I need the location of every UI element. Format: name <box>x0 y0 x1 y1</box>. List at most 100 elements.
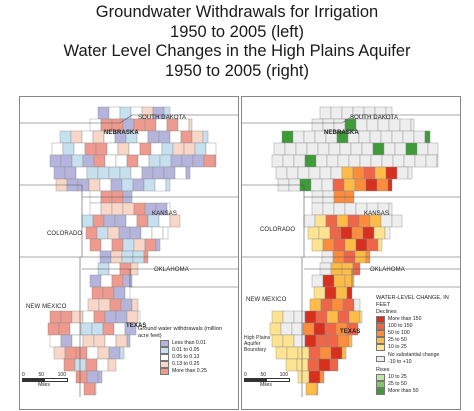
map-cell <box>111 202 124 216</box>
map-cell <box>161 142 174 156</box>
legend-item: More than 50 <box>376 388 458 395</box>
map-cell <box>119 346 125 360</box>
map-cell <box>214 154 217 168</box>
map-cell <box>362 226 375 240</box>
legend-rises-label: Rises <box>376 367 390 373</box>
map-cell <box>124 322 137 336</box>
map-cell <box>60 154 73 168</box>
map-cell <box>322 238 335 252</box>
legend-label: 0.05 to 0.13 <box>172 354 200 360</box>
map-cell <box>341 166 354 180</box>
map-cell <box>111 238 124 252</box>
map-cell <box>91 322 104 336</box>
scale-unit: Miles <box>38 382 50 388</box>
map-cell <box>311 238 324 252</box>
map-cell <box>63 358 76 372</box>
map-cell <box>172 142 185 156</box>
scale-bar: 0 50 100 Miles <box>22 372 68 388</box>
map-cell <box>311 274 324 288</box>
map-cell <box>381 154 394 168</box>
scale-ticks: 0 50 100 <box>244 372 288 378</box>
state-border-line <box>20 184 238 198</box>
label-texas: TEXAS <box>126 323 147 329</box>
map-cell <box>126 310 139 324</box>
state-border-line <box>242 184 460 198</box>
map-cell <box>314 214 327 228</box>
map-cell <box>273 142 286 156</box>
scale-unit: Miles <box>260 382 272 388</box>
map-cell <box>75 346 88 360</box>
map-cell <box>346 322 359 336</box>
map-cell <box>363 166 376 180</box>
map-cell <box>310 178 323 192</box>
map-cell <box>296 358 309 372</box>
map-cell <box>194 142 207 156</box>
withdrawals-map-graphic <box>20 106 238 397</box>
map-cell <box>154 178 167 192</box>
state-borders <box>242 114 460 397</box>
map-cell <box>132 178 145 192</box>
map-cell <box>317 142 330 156</box>
map-cell <box>318 358 331 372</box>
map-cell <box>92 130 105 144</box>
map-cell <box>93 154 106 168</box>
map-cell <box>83 382 96 396</box>
map-cell <box>89 274 102 288</box>
map-cell <box>108 346 121 360</box>
label-south-dakota: SOUTH DAKOTA <box>350 115 399 121</box>
legend-swatch <box>160 368 169 375</box>
map-cell <box>321 178 334 192</box>
map-cell <box>129 226 142 240</box>
map-cell <box>352 166 365 180</box>
map-cell <box>307 226 320 240</box>
map-cell <box>139 142 152 156</box>
map-cell <box>391 214 403 228</box>
map-cell <box>286 166 299 180</box>
map-cell <box>335 286 348 300</box>
state-border-line <box>242 114 460 124</box>
map-cell <box>326 154 339 168</box>
map-cell <box>82 154 95 168</box>
map-cell <box>183 142 196 156</box>
map-cell <box>49 310 62 324</box>
map-cell <box>315 334 328 348</box>
map-cell <box>308 166 321 180</box>
map-cell <box>89 238 102 252</box>
map-cell <box>147 130 160 144</box>
map-cell <box>88 178 101 192</box>
map-cell <box>311 118 324 132</box>
map-cell <box>49 154 62 168</box>
map-cell <box>303 214 316 228</box>
legend-item: More than 150 <box>376 316 458 323</box>
scale-bar: 0 50 100 Miles <box>244 372 290 388</box>
legend-item: 0.01 to 0.05 <box>160 347 234 354</box>
map-cell <box>169 214 181 228</box>
map-cell <box>351 226 364 240</box>
map-cell <box>302 322 315 336</box>
legend-item: 25 to 50 <box>376 337 458 344</box>
map-cell <box>122 238 135 252</box>
map-cell <box>158 130 171 144</box>
map-cell <box>188 118 193 132</box>
map-cell <box>307 358 320 372</box>
map-cell <box>374 166 387 180</box>
map-cell <box>425 154 438 168</box>
map-cell <box>185 166 191 180</box>
map-cell <box>293 310 306 324</box>
map-cell <box>316 382 319 396</box>
map-cell <box>91 286 104 300</box>
map-cell <box>344 238 357 252</box>
map-cell <box>62 142 75 156</box>
legend-label: 0.01 to 0.05 <box>172 347 200 353</box>
map-cell <box>355 238 368 252</box>
map-cell <box>391 130 404 144</box>
map-cell <box>53 166 66 180</box>
map-cell <box>108 106 121 120</box>
map-cell <box>119 106 132 120</box>
map-cell <box>124 286 131 300</box>
legend-item: Less than 0.01 <box>160 340 234 347</box>
map-cell <box>297 346 310 360</box>
map-cell <box>319 346 332 360</box>
title-line-3: Water Level Changes in the High Plains A… <box>63 42 411 60</box>
map-cell <box>330 166 343 180</box>
